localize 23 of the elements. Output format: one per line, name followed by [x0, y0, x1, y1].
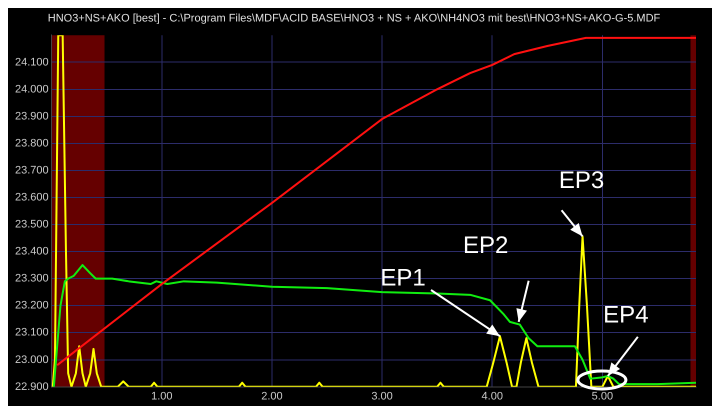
x-tick-label: 1.00 — [151, 390, 172, 402]
y-tick-label: 23.100 — [14, 326, 49, 339]
y-tick-label: 23.200 — [14, 300, 49, 312]
annotation: EP1 — [380, 264, 426, 292]
annotation: EP3 — [558, 166, 604, 194]
y-tick-label: 23.000 — [14, 354, 49, 366]
annotation: EP4 — [603, 301, 649, 328]
chart-title: HNO3+NS+AKO [best] - C:\Program Files\MDF\ACID BASE\HNO3 + NS + AKO\NH4NO3 mit best\HNO3+NS+AKO-G-5.MDF — [48, 12, 661, 25]
annotation: EP2 — [463, 232, 508, 260]
y-tick-label: 23.400 — [14, 246, 49, 258]
y-tick-label: 23.500 — [14, 218, 49, 231]
y-tick-label: 23.300 — [14, 272, 49, 285]
x-tick-label: 4.00 — [482, 390, 503, 402]
y-tick-label: 24.000 — [14, 83, 49, 96]
x-tick-label: 5.00 — [592, 390, 614, 402]
y-tick-label: 24.100 — [14, 56, 49, 68]
y-tick-label: 23.900 — [14, 110, 49, 122]
x-tick-label: 2.00 — [261, 390, 283, 402]
y-tick-label: 22.900 — [14, 380, 49, 393]
x-tick-label: 3.00 — [371, 390, 393, 402]
y-tick-label: 23.800 — [14, 137, 49, 150]
y-tick-label: 23.600 — [14, 192, 49, 204]
y-tick-label: 23.700 — [14, 164, 49, 176]
